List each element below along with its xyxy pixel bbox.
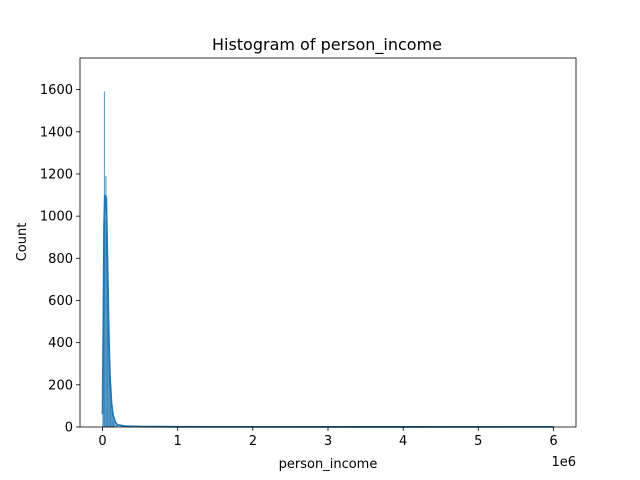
x-tick-label: 2 (249, 434, 257, 449)
y-axis: 0 200 400 600 800 1000 1200 1400 1600 (40, 83, 80, 436)
x-tick-label: 3 (324, 434, 332, 449)
y-tick-label: 0 (65, 421, 73, 436)
histogram-bar (114, 423, 116, 428)
x-tick-label: 5 (474, 434, 482, 449)
y-tick-label: 400 (48, 336, 73, 351)
x-tick-label: 0 (98, 434, 106, 449)
x-axis-label: person_income (279, 457, 378, 472)
bars-group (102, 91, 126, 428)
y-tick-label: 800 (48, 252, 73, 267)
x-axis: 0 1 2 3 4 5 6 (98, 427, 558, 449)
kde-line (101, 194, 554, 428)
x-tick-label: 6 (549, 434, 557, 449)
y-tick-label: 1000 (40, 210, 73, 225)
x-tick-label: 4 (399, 434, 407, 449)
x-tick-label: 1 (174, 434, 182, 449)
y-tick-label: 1400 (40, 125, 73, 140)
y-tick-label: 1200 (40, 167, 73, 182)
plot-frame (79, 57, 577, 428)
chart-title: Histogram of person_income (212, 35, 442, 55)
x-offset-label: 1e6 (551, 455, 576, 470)
y-axis-label: Count (15, 223, 30, 262)
y-tick-label: 600 (48, 294, 73, 309)
y-tick-label: 1600 (40, 83, 73, 98)
y-tick-label: 200 (48, 378, 73, 393)
